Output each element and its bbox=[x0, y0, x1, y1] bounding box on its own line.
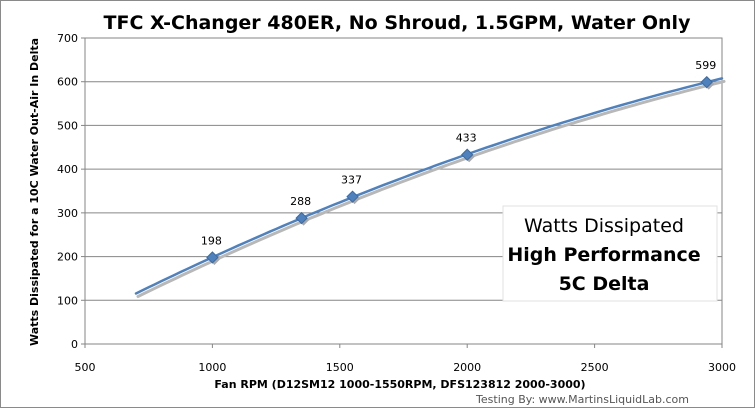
data-label: 599 bbox=[695, 59, 716, 72]
y-tick-label: 0 bbox=[71, 338, 78, 351]
y-tick-label: 400 bbox=[57, 163, 78, 176]
y-axis-title: Watts Dissipated for a 10C Water Out-Air… bbox=[28, 38, 41, 346]
data-point bbox=[295, 211, 308, 225]
y-tick-label: 200 bbox=[57, 251, 78, 264]
annotation-box: Watts Dissipated High Performance 5C Del… bbox=[502, 205, 718, 302]
series-layer: 198 288 337 433 599 bbox=[134, 59, 726, 298]
data-label: 288 bbox=[290, 195, 311, 208]
x-tick-label: 2500 bbox=[581, 361, 609, 374]
x-axis-title: Fan RPM (D12SM12 1000-1550RPM, DFS123812… bbox=[214, 378, 585, 391]
annotation-line2: High Performance bbox=[507, 244, 700, 266]
y-tick-label: 700 bbox=[57, 32, 78, 45]
series-line-shadow bbox=[136, 79, 726, 298]
data-label: 337 bbox=[341, 174, 362, 187]
footer-credit: Testing By: www.MartinsLiquidLab.com bbox=[475, 393, 689, 406]
axis-ticks: 0 100 200 300 400 500 600 700 500 1000 1500 2000 250… bbox=[57, 32, 736, 374]
data-point bbox=[700, 75, 713, 89]
data-label: 433 bbox=[456, 132, 477, 145]
y-tick-label: 100 bbox=[57, 294, 78, 307]
x-tick-label: 2000 bbox=[453, 361, 481, 374]
data-point bbox=[346, 190, 359, 203]
plot-area bbox=[84, 37, 723, 345]
series-line bbox=[134, 77, 724, 295]
annotation-line1: Watts Dissipated bbox=[524, 215, 684, 237]
x-tick-label: 3000 bbox=[708, 361, 736, 374]
chart-title: TFC X-Changer 480ER, No Shroud, 1.5GPM, … bbox=[104, 12, 692, 34]
data-label: 198 bbox=[201, 234, 222, 247]
y-tick-label: 600 bbox=[57, 76, 78, 89]
y-tick-label: 300 bbox=[57, 207, 78, 220]
y-tick-label: 500 bbox=[57, 119, 78, 132]
x-tick-label: 1500 bbox=[326, 361, 354, 374]
x-tick-label: 500 bbox=[75, 361, 96, 374]
x-tick-label: 1000 bbox=[198, 361, 226, 374]
data-point bbox=[460, 148, 474, 161]
annotation-line3: 5C Delta bbox=[559, 273, 650, 295]
annotation-box-background bbox=[502, 205, 718, 302]
data-point bbox=[206, 251, 219, 264]
